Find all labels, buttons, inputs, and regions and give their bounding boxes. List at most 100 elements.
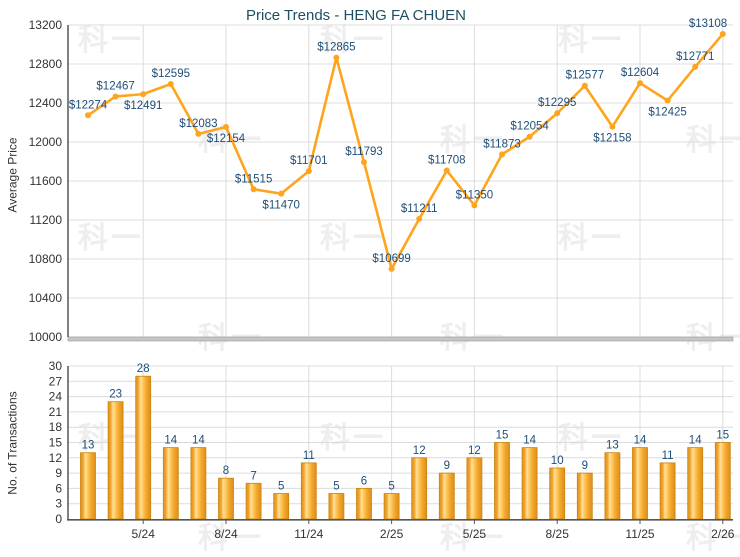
price-point-label: $11708 [428, 154, 466, 166]
y-axis-tick-label: 11200 [30, 213, 63, 227]
data-point-marker [416, 215, 423, 222]
price-point-label: $12577 [566, 70, 604, 82]
bar-value-label: 6 [361, 475, 367, 487]
bar-value-label: 11 [662, 450, 674, 462]
y-axis-tick-label: 10400 [29, 291, 63, 305]
data-point-marker [499, 151, 505, 158]
y-axis-tick-label: 3 [55, 497, 62, 511]
data-point-marker [333, 54, 340, 61]
y-axis-tick-label: 10800 [29, 252, 63, 266]
price-point-label: $11350 [456, 189, 494, 201]
transaction-bar [494, 442, 510, 520]
transaction-bar [714, 442, 731, 520]
data-point-marker [278, 190, 285, 197]
x-axis-tick-label: 8/25 [546, 527, 570, 541]
price-point-label: $12865 [317, 42, 355, 54]
x-axis-tick-label: 2/26 [711, 527, 735, 541]
data-point-marker [167, 80, 174, 87]
price-point-label: $11793 [345, 146, 383, 158]
data-point-marker [85, 112, 91, 119]
bar-value-label: 15 [716, 430, 729, 442]
bar-value-label: 14 [523, 435, 536, 447]
transaction-bar [438, 472, 455, 520]
bar-value-label: 9 [582, 460, 588, 472]
price-point-label: $11873 [483, 138, 521, 150]
y-axis-tick-label: 9 [55, 466, 62, 480]
data-point-marker [140, 91, 147, 98]
data-point-marker [388, 265, 395, 272]
x-axis-tick-label: 5/24 [132, 527, 156, 541]
transaction-bar [632, 447, 648, 520]
transaction-bar [466, 457, 483, 520]
y-axis-tick-label: 30 [49, 359, 63, 373]
data-point-marker [471, 202, 478, 209]
bar-value-label: 7 [250, 470, 256, 482]
price-point-label: $12295 [538, 97, 576, 109]
data-point-marker [305, 168, 312, 175]
data-point-marker [637, 80, 643, 87]
y-axis-tick-label: 12400 [29, 96, 63, 110]
bar-value-label: 11 [303, 450, 315, 462]
price-point-label: $12491 [124, 100, 162, 112]
price-point-label: $12425 [648, 107, 686, 119]
price-point-label: $12083 [179, 118, 217, 130]
chart-title: Price Trends - HENG FA CHUEN [245, 7, 467, 24]
data-point-marker [692, 63, 699, 70]
transaction-bar [383, 493, 400, 520]
price-line-chart: 10000 10400 10800 11200 11600 12000 12400 12800… [29, 18, 734, 344]
x-axis-tick-label: 8/24 [214, 527, 238, 541]
price-point-label: $12054 [510, 121, 549, 133]
x-axis-base-band [67, 336, 734, 342]
price-point-label: $11515 [235, 173, 273, 185]
price-point-label: $12158 [593, 133, 631, 145]
data-point-marker [361, 159, 367, 166]
transaction-bar [356, 487, 372, 520]
price-point-label: $11701 [290, 155, 328, 167]
y-axis-tick-label: 11600 [30, 174, 63, 188]
price-point-label: $11211 [401, 203, 438, 215]
transaction-bar [80, 452, 96, 520]
bar-value-label: 13 [82, 440, 95, 452]
transaction-bar [190, 447, 207, 520]
y-axis-tick-label: 27 [49, 374, 63, 388]
bar-value-label: 10 [551, 455, 564, 467]
price-point-label: $12595 [152, 68, 190, 80]
data-point-marker [223, 123, 229, 130]
bar-value-label: 14 [192, 435, 205, 447]
x-axis-tick-label: 2/25 [380, 527, 404, 541]
data-point-marker [112, 93, 119, 100]
transaction-bar [273, 493, 290, 520]
data-point-marker [443, 167, 450, 174]
x-axis-tick-label: 5/25 [463, 527, 487, 541]
bar-value-label: 12 [468, 445, 481, 457]
y-axis-tick-label: 12 [49, 451, 63, 465]
data-point-marker [526, 133, 533, 140]
data-point-marker [581, 82, 588, 89]
price-point-label: $12771 [676, 51, 714, 63]
transaction-bar [521, 447, 538, 520]
data-point-marker [719, 30, 726, 37]
bar-value-label: 14 [689, 435, 702, 447]
data-point-marker [250, 186, 257, 193]
transaction-bar [245, 482, 262, 520]
transaction-bar [300, 462, 317, 520]
transaction-bar [162, 447, 179, 520]
bar-value-label: 9 [444, 460, 450, 472]
price-point-label: $10699 [372, 253, 410, 265]
y-axis-tick-label: 21 [49, 405, 63, 419]
transaction-bar [576, 472, 593, 520]
data-point-marker [664, 97, 671, 104]
transaction-bar [135, 375, 152, 520]
bar-value-label: 5 [333, 481, 339, 493]
bar-value-label: 5 [388, 481, 394, 493]
transaction-bar [218, 477, 234, 520]
data-point-marker [554, 110, 561, 117]
price-point-label: $12467 [96, 80, 134, 92]
transaction-bar [604, 452, 621, 520]
x-axis-tick-label: 11/24 [294, 527, 323, 541]
transaction-bar [107, 401, 124, 520]
bar-value-label: 8 [223, 465, 229, 477]
bar-value-label: 28 [137, 363, 150, 375]
price-point-label: $12154 [207, 133, 246, 145]
